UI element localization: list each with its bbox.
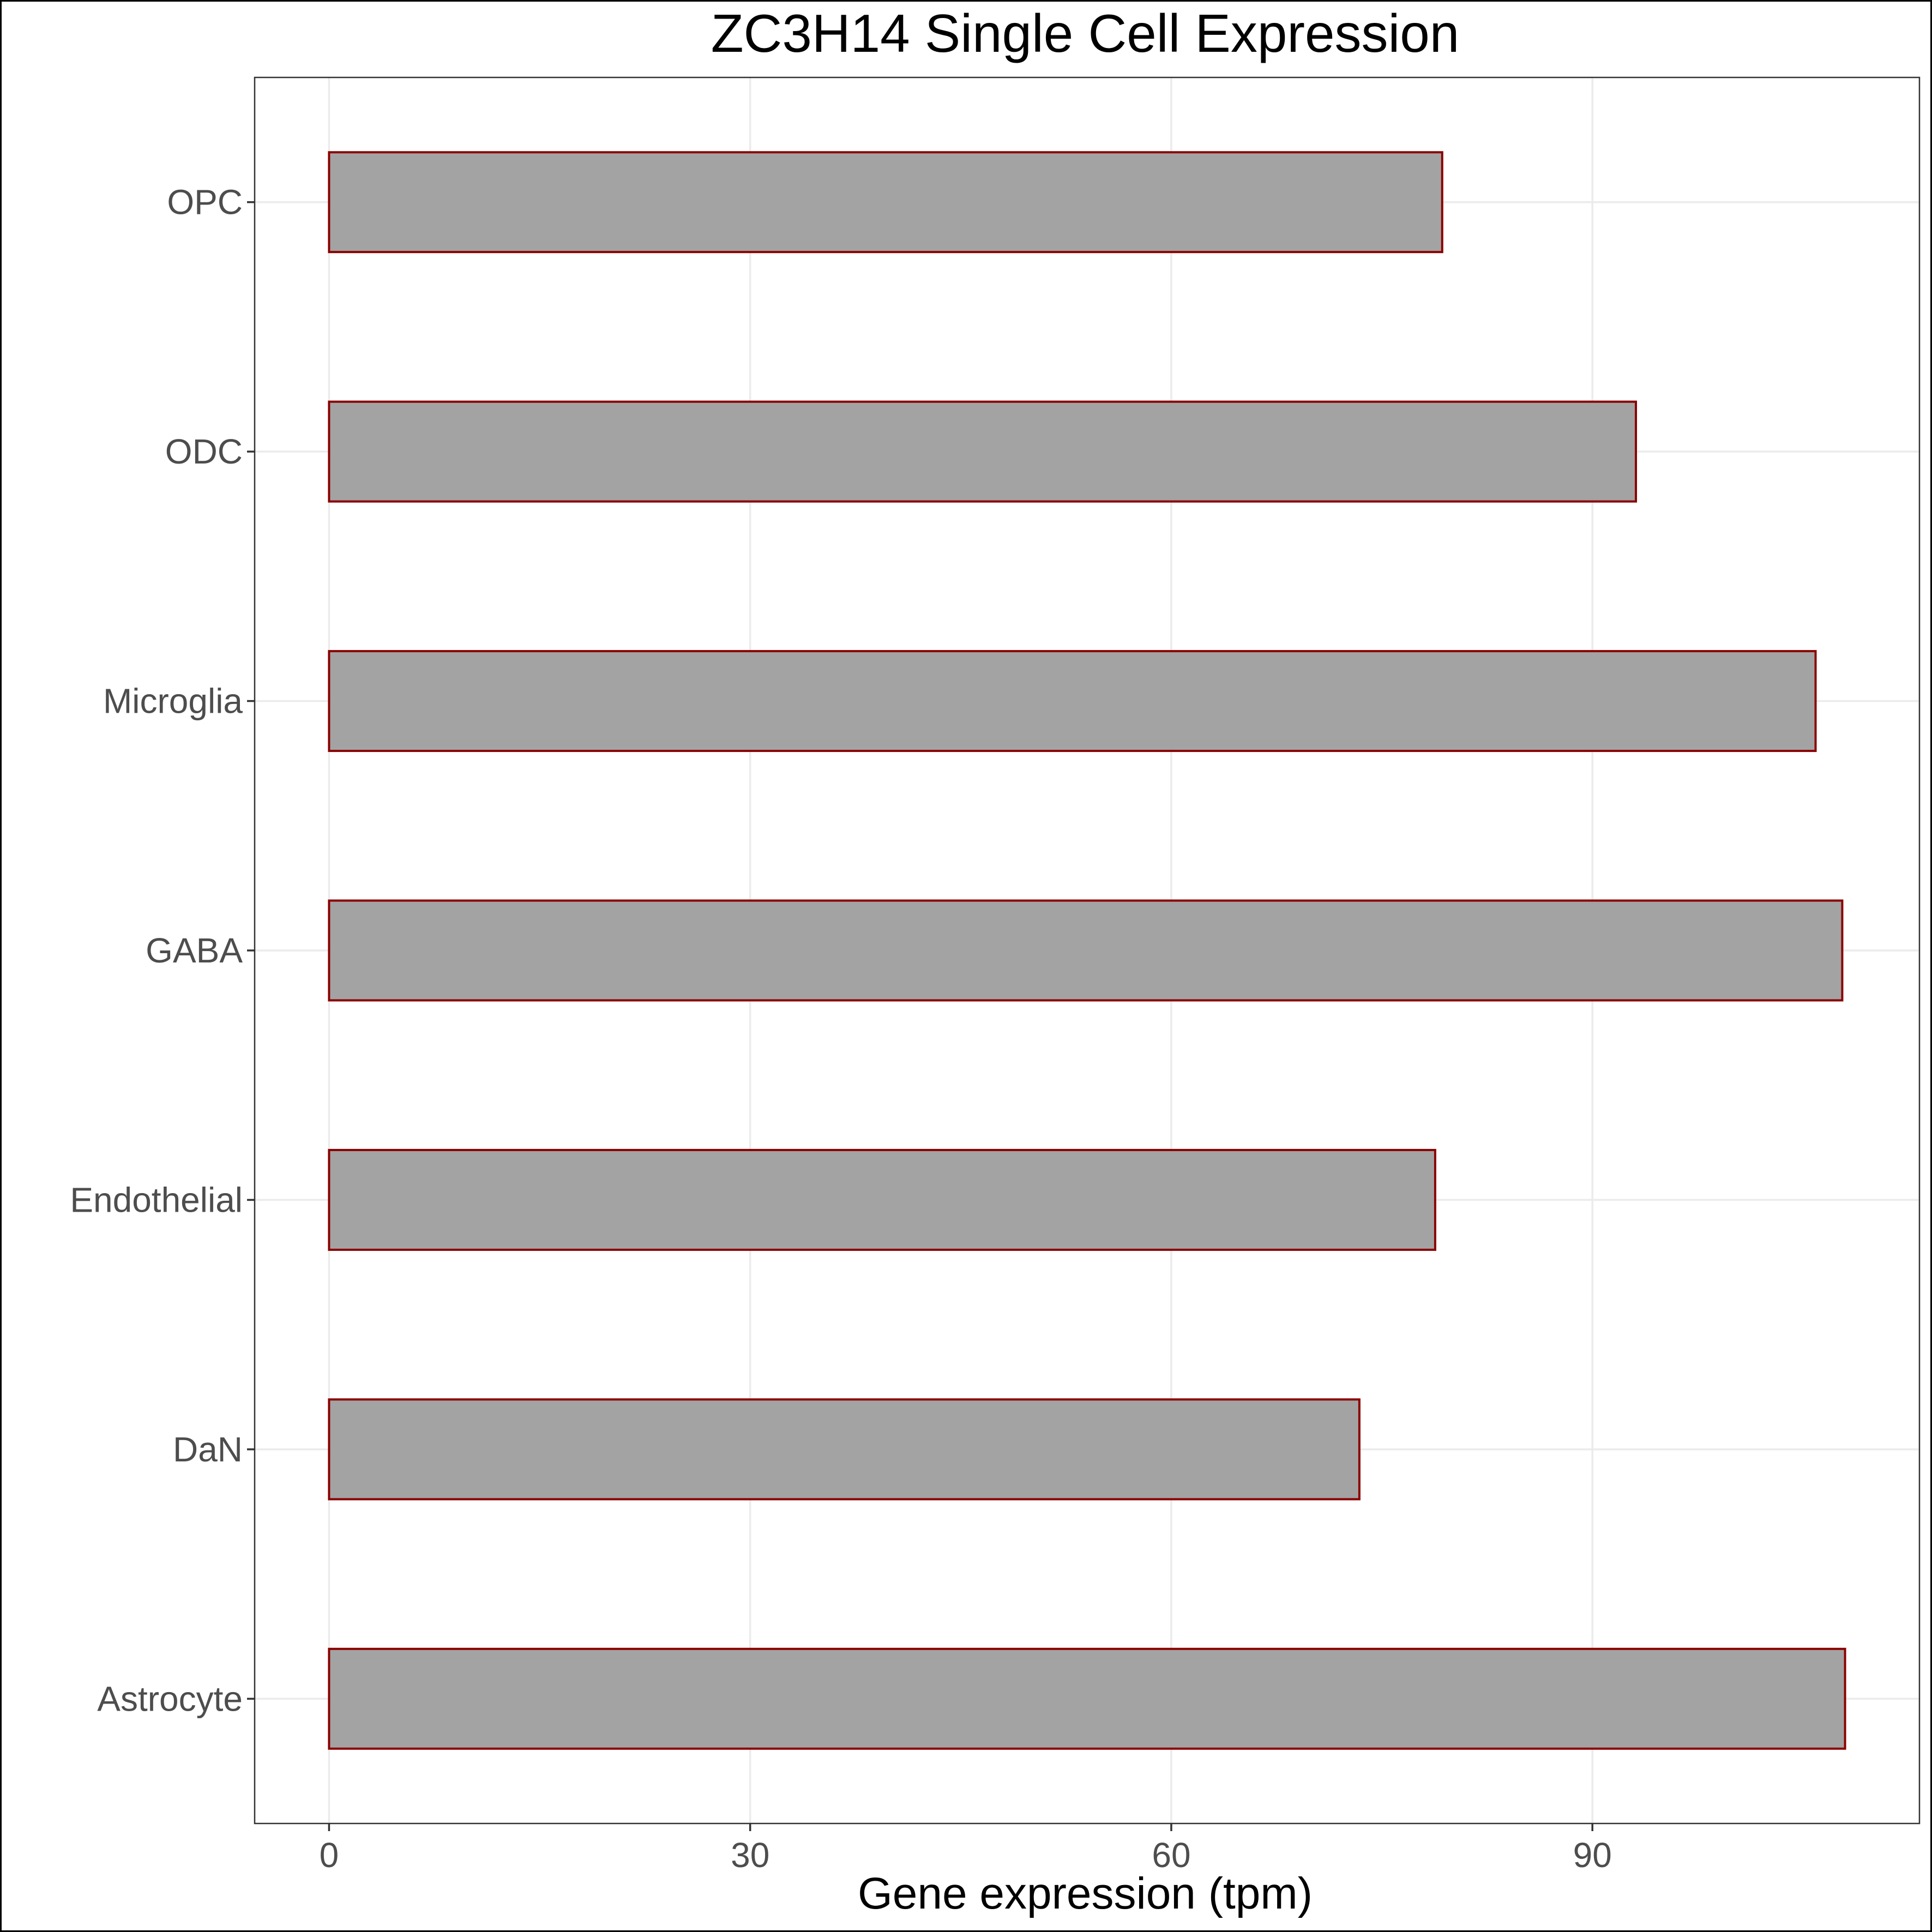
axis-layer: 0 30 60 90 Astrocyte DaN Endothelial GABA Microg… [70,183,1611,1875]
bar-astrocyte [328,1647,1846,1750]
y-tick-label: Microglia [103,682,243,721]
bar-gaba [328,899,1844,1002]
bar-microglia [328,650,1817,753]
y-tick-label: Astrocyte [97,1679,243,1718]
bar-layer [328,151,1846,1750]
x-tick-label: 90 [1573,1835,1612,1875]
bar-opc [328,151,1443,254]
x-axis-title: Gene expression (tpm) [858,1869,1313,1918]
y-tick-label: DaN [173,1430,243,1469]
y-tick-label: GABA [146,931,243,970]
y-tick-label: OPC [167,183,243,222]
y-tick-label: Endothelial [70,1180,243,1219]
x-tick-label: 30 [731,1835,769,1875]
x-tick-label: 60 [1152,1835,1190,1875]
y-tick-label: ODC [165,432,243,471]
x-tick-label: 0 [320,1835,339,1875]
bar-dan [328,1398,1361,1501]
bar-odc [328,400,1638,503]
bar-endothelial [328,1148,1436,1251]
chart-title: ZC3H14 Single Cell Expression [711,3,1460,63]
